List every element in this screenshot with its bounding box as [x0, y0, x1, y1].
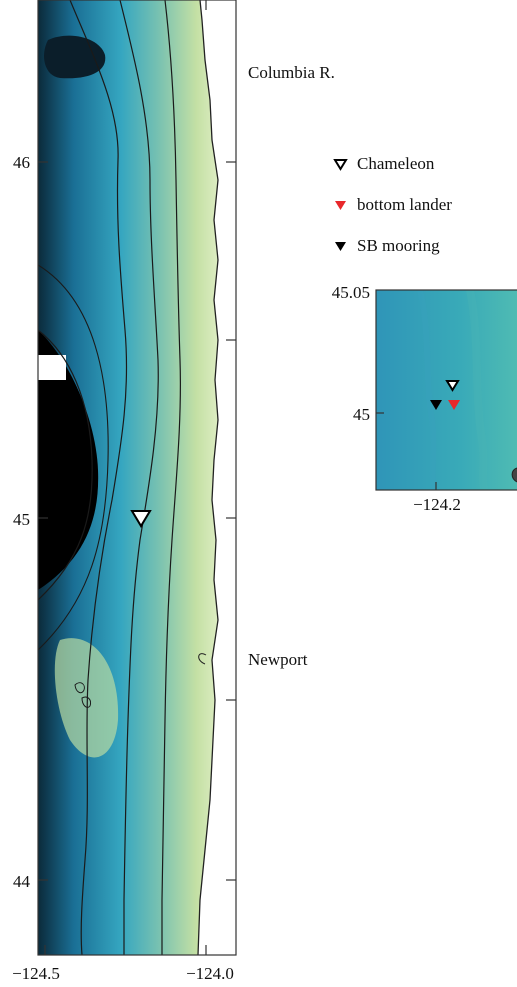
contour-5: [38, 264, 109, 651]
inset-map: [376, 290, 517, 490]
inset-lon-tick-124-2: −124.2: [413, 495, 461, 514]
inset-chameleon-marker: [445, 380, 460, 392]
contour-3: [161, 0, 181, 955]
legend-bottom-lander-icon: [335, 201, 346, 210]
lon-tick-124-5: −124.5: [12, 964, 60, 983]
station-marker: [130, 510, 152, 528]
lat-tick-44: 44: [13, 872, 31, 891]
inset-sb-mooring-marker: [430, 400, 442, 410]
bank-1: [74, 682, 85, 694]
legend-bottom-lander-label: bottom lander: [357, 195, 452, 214]
main-map: [38, 0, 236, 955]
contour-4: [38, 329, 93, 601]
legend: Chameleon bottom lander SB mooring: [333, 154, 452, 255]
inset-edge-feature: [511, 467, 517, 483]
inset-bottom-lander-marker: [448, 400, 460, 410]
lon-tick-124-0: −124.0: [186, 964, 234, 983]
inset-map-ticks: [376, 412, 437, 490]
main-map-frame: [37, 0, 237, 956]
inset-map-frame: [375, 289, 517, 491]
place-newport: Newport: [248, 650, 308, 669]
legend-chameleon-label: Chameleon: [357, 154, 435, 173]
legend-chameleon-icon: [333, 159, 348, 171]
coastline: [197, 0, 219, 955]
coast-inlet: [198, 653, 207, 665]
inset-ocean-shading: [376, 290, 517, 490]
white-notch: [38, 355, 66, 380]
land: [198, 0, 236, 955]
inset-texture: [417, 290, 437, 490]
deep-basin-core: [38, 330, 99, 590]
lat-tick-45: 45: [13, 510, 30, 529]
shelf-patch: [54, 638, 119, 758]
legend-sb-mooring-label: SB mooring: [357, 236, 440, 255]
lat-tick-46: 46: [13, 153, 30, 172]
inset-lat-tick-45: 45: [353, 405, 370, 424]
main-map-ticks: [38, 0, 236, 955]
legend-sb-mooring-icon: [335, 242, 346, 251]
bank-2: [81, 696, 91, 708]
inset-texture-2: [466, 290, 489, 490]
inset-lat-tick-45-05: 45.05: [332, 283, 370, 302]
contour-1: [69, 0, 128, 955]
contour-2: [119, 0, 159, 955]
place-columbia-river: Columbia R.: [248, 63, 335, 82]
